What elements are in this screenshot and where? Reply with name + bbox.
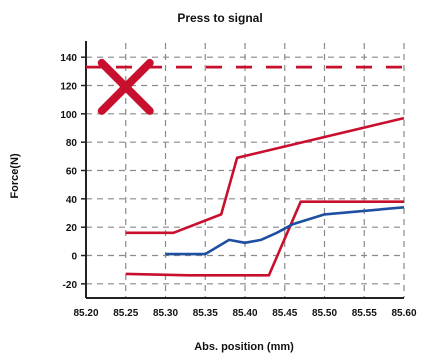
plot-area <box>86 58 405 277</box>
series-line-3 <box>125 200 404 277</box>
series-line-4 <box>165 206 405 256</box>
chart-title: Press to signal <box>177 11 262 25</box>
x-tick-label: 85.50 <box>312 308 337 319</box>
series-line-2 <box>125 116 405 235</box>
cross-marker-stroke <box>97 58 154 115</box>
x-tick-label: 85.55 <box>352 308 377 319</box>
y-tick-label: 100 <box>60 110 77 121</box>
y-tick-label: 20 <box>66 223 78 234</box>
x-tick-label: 85.30 <box>153 308 178 319</box>
y-tick-label: 120 <box>60 82 77 93</box>
y-tick-label: -20 <box>63 280 78 291</box>
x-axis-label: Abs. position (mm) <box>194 341 294 353</box>
x-tick-label: 85.35 <box>193 308 218 319</box>
y-tick-label: 140 <box>60 53 77 64</box>
x-tick-label: 85.20 <box>73 308 98 319</box>
y-tick-label: 80 <box>66 138 78 149</box>
grid <box>86 43 405 298</box>
x-tick-label: 85.45 <box>272 308 297 319</box>
x-tick-label: 85.25 <box>113 308 138 319</box>
tick-labels: 85.20 85.25 85.30 85.35 85.40 85.45 85.50 85.55… <box>60 53 417 319</box>
y-tick-label: 0 <box>71 252 77 263</box>
y-tick-label: 40 <box>66 195 78 206</box>
x-tick-label: 85.40 <box>232 308 257 319</box>
y-axis-label: Force(N) <box>9 153 21 199</box>
cross-marker <box>97 58 154 115</box>
axes <box>81 41 404 299</box>
y-tick-label: 60 <box>66 167 78 178</box>
x-tick-label: 85.60 <box>391 308 416 319</box>
